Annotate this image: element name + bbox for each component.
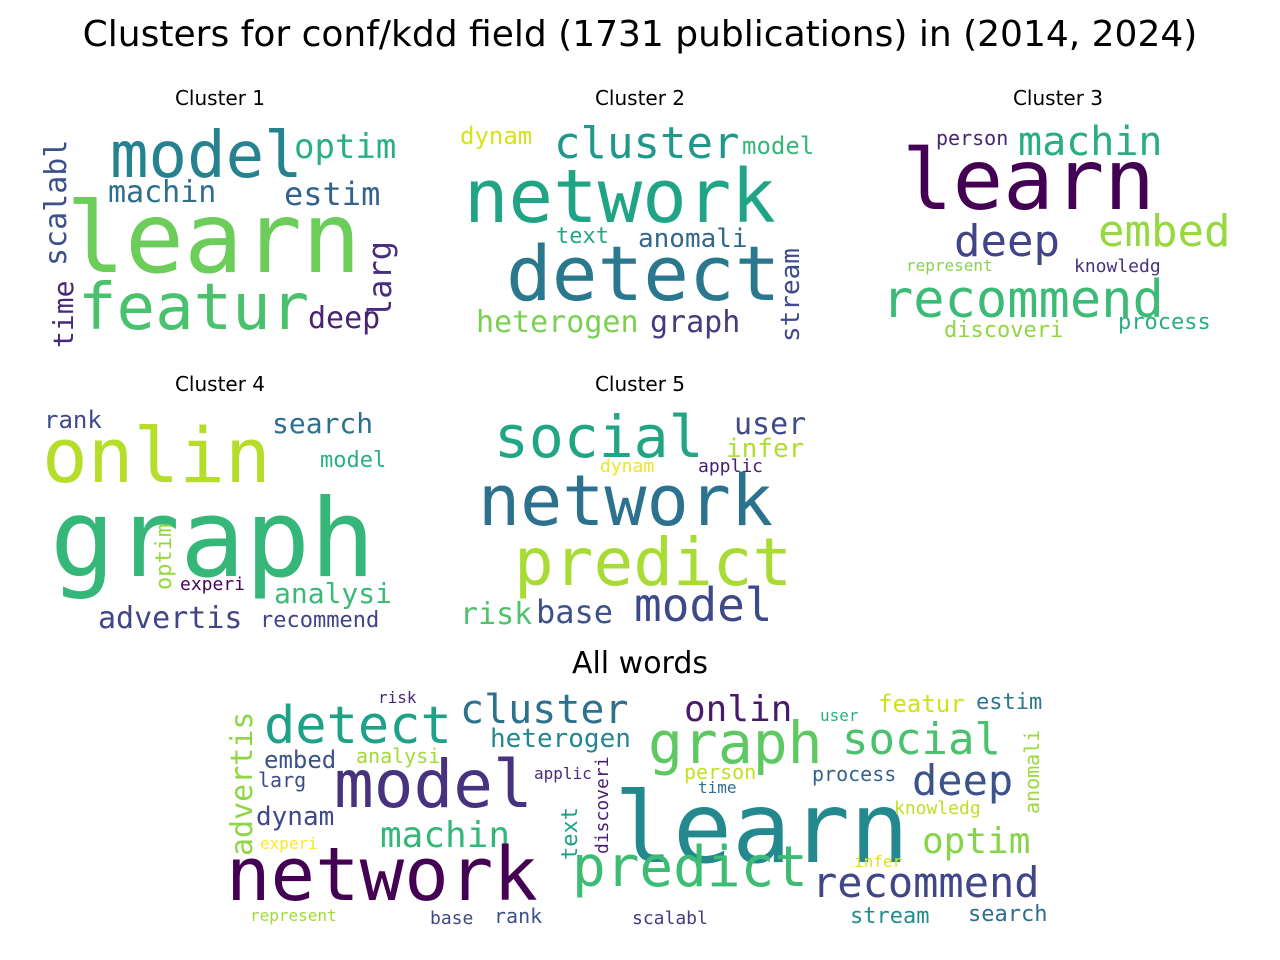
word-deep: deep: [912, 756, 1014, 805]
word-network: network: [464, 154, 776, 240]
word-infer: infer: [854, 852, 903, 871]
word-dynam: dynam: [600, 456, 655, 477]
word-learn: learn: [614, 772, 910, 886]
word-learn: learn: [66, 182, 362, 296]
word-knowledg: knowledg: [1074, 256, 1161, 277]
word-dynam: dynam: [256, 802, 335, 832]
panel-title-cluster-2: Cluster 2: [594, 86, 686, 110]
word-text: text: [556, 224, 609, 249]
panel-title-cluster-5: Cluster 5: [594, 372, 686, 396]
word-social: social: [842, 714, 1001, 765]
wordcloud-cluster-5: social user infer dynam applic network p…: [460, 404, 820, 636]
word-graph: graph: [50, 477, 376, 602]
word-machin: machin: [108, 175, 217, 210]
word-embed: embed: [1098, 206, 1231, 257]
word-experi: experi: [260, 834, 318, 853]
word-represent: represent: [250, 906, 337, 925]
word-time: time: [47, 280, 80, 348]
word-deep: deep: [954, 216, 1060, 267]
word-cluster: cluster: [460, 687, 629, 733]
word-featur: featur: [78, 271, 310, 345]
word-scalabl: scalabl: [632, 908, 708, 929]
word-graph: graph: [650, 305, 741, 340]
wordcloud-cluster-1: learn model featur optim machin estim sc…: [40, 118, 400, 350]
word-search: search: [272, 407, 374, 440]
word-applic: applic: [534, 764, 592, 783]
word-time: time: [698, 778, 737, 797]
word-onlin: onlin: [42, 411, 271, 500]
word-detect: detect: [506, 229, 781, 318]
word-model: model: [110, 119, 303, 193]
word-embed: embed: [264, 746, 337, 774]
word-experi: experi: [180, 574, 246, 595]
word-person: person: [684, 760, 757, 784]
word-stream: stream: [850, 904, 930, 929]
figure-title: Clusters for conf/kdd field (1731 public…: [82, 14, 1198, 55]
wordcloud-cluster-2: network detect cluster dynam model text …: [460, 118, 820, 350]
word-estim: estim: [284, 175, 381, 213]
word-machin: machin: [380, 815, 511, 856]
word-rank: rank: [494, 904, 543, 928]
word-graph: graph: [648, 709, 823, 777]
word-infer: infer: [726, 434, 805, 464]
word-rank: rank: [44, 406, 102, 434]
wordcloud-cluster-4: rank search onlin model graph optim expe…: [40, 404, 400, 636]
word-social: social: [494, 404, 704, 471]
word-machin: machin: [1018, 119, 1163, 165]
word-applic: applic: [698, 456, 764, 477]
panel-title-all-words: All words: [571, 646, 709, 681]
word-base: base: [430, 908, 474, 929]
word-network: network: [226, 832, 538, 918]
word-anomali: anomali: [1020, 729, 1044, 814]
word-model: model: [334, 746, 533, 823]
word-predict: predict: [514, 524, 793, 601]
panel-title-cluster-3: Cluster 3: [1012, 86, 1104, 110]
word-anomali: anomali: [638, 224, 748, 254]
word-onlin: onlin: [684, 689, 793, 730]
word-cluster: cluster: [554, 118, 740, 169]
word-knowledg: knowledg: [894, 798, 981, 819]
word-heterogen: heterogen: [476, 305, 639, 340]
word-represent: represent: [906, 256, 993, 275]
word-scalabl: scalabl: [40, 139, 74, 266]
word-featur: featur: [878, 690, 965, 718]
word-user: user: [820, 706, 859, 725]
word-heterogen: heterogen: [490, 724, 631, 754]
word-optim: optim: [152, 523, 177, 590]
word-larg: larg: [258, 768, 307, 792]
word-dynam: dynam: [460, 122, 533, 150]
word-user: user: [734, 407, 807, 442]
word-network: network: [478, 460, 774, 542]
word-recommend: recommend: [812, 858, 1040, 907]
word-search: search: [968, 902, 1048, 927]
word-stream: stream: [776, 248, 806, 342]
word-risk: risk: [460, 597, 533, 632]
wordcloud-cluster-3: learn machin person deep embed represent…: [878, 118, 1238, 350]
word-recommend: recommend: [260, 608, 380, 633]
panel-title-cluster-1: Cluster 1: [174, 86, 266, 110]
word-detect: detect: [264, 696, 452, 756]
word-risk: risk: [378, 688, 417, 707]
word-analysi: analysi: [274, 577, 393, 610]
word-estim: estim: [976, 690, 1043, 715]
word-person: person: [936, 126, 1009, 150]
word-process: process: [1118, 310, 1211, 335]
word-optim: optim: [922, 821, 1031, 862]
word-analysi: analysi: [356, 744, 441, 768]
word-model: model: [320, 448, 387, 473]
word-deep: deep: [308, 301, 381, 336]
word-advertis: advertis: [98, 601, 243, 636]
wordcloud-all-words: advertis detect cluster onlin risk featu…: [224, 686, 1060, 936]
word-model: model: [742, 132, 815, 160]
word-learn: learn: [902, 131, 1155, 229]
word-recommend: recommend: [882, 270, 1164, 330]
word-optim: optim: [294, 127, 397, 167]
word-discoveri: discoveri: [944, 318, 1064, 343]
word-process: process: [812, 762, 897, 786]
panel-title-cluster-4: Cluster 4: [174, 372, 266, 396]
word-predict: predict: [572, 835, 809, 900]
word-base: base: [536, 593, 614, 631]
word-model: model: [634, 578, 773, 632]
